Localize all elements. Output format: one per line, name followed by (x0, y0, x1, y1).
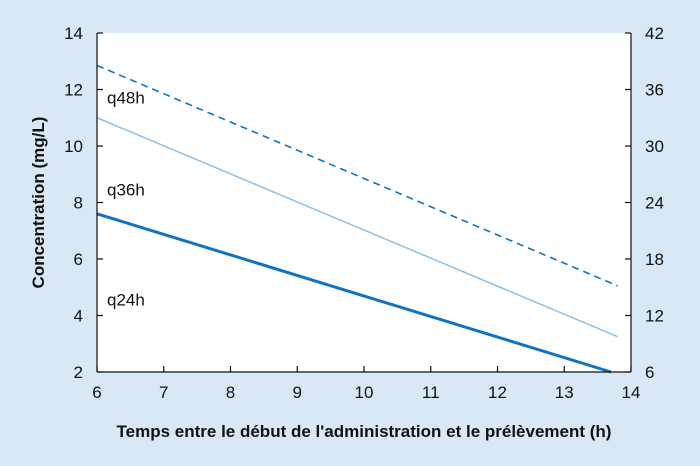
y2-tick-label: 24 (645, 194, 664, 213)
y-tick-label: 10 (64, 137, 83, 156)
series-line-1 (96, 64, 618, 287)
y-tick-label: 12 (64, 81, 83, 100)
plot-area (97, 33, 631, 372)
series-line-3 (96, 212, 612, 374)
annotation-label: q24h (107, 291, 145, 310)
series-layer (96, 64, 618, 374)
y-tick-label: 6 (74, 250, 83, 269)
x-tick-label: 8 (226, 383, 235, 402)
x-axis-title: Temps entre le début de l'administration… (117, 422, 612, 441)
x-tick-label: 14 (622, 383, 641, 402)
y-tick-label: 14 (64, 24, 83, 43)
y2-tick-label: 6 (645, 363, 654, 382)
y-tick-label: 4 (74, 307, 83, 326)
y-axis-title: Concentration (mg/L) (29, 117, 48, 289)
annotations-layer: q48h q36h q24h (107, 89, 145, 310)
y2-tick-label: 12 (645, 307, 664, 326)
y2-tick-label: 30 (645, 137, 664, 156)
x-tick-label: 13 (555, 383, 574, 402)
x-tick-label: 12 (488, 383, 507, 402)
x-tick-label: 7 (159, 383, 168, 402)
annotation-label: q48h (107, 89, 145, 108)
y-tick-label: 2 (74, 363, 83, 382)
y2-tick-label: 36 (645, 81, 664, 100)
x-tick-label: 6 (92, 383, 101, 402)
x-tick-label: 10 (355, 383, 374, 402)
x-tick-label: 9 (293, 383, 302, 402)
x-tick-label: 11 (422, 383, 440, 402)
y2-tick-label: 18 (645, 250, 664, 269)
y2-tick-label: 42 (645, 24, 664, 43)
annotation-label: q36h (107, 180, 145, 199)
y-tick-label: 8 (74, 194, 83, 213)
series-line-2 (96, 117, 618, 338)
